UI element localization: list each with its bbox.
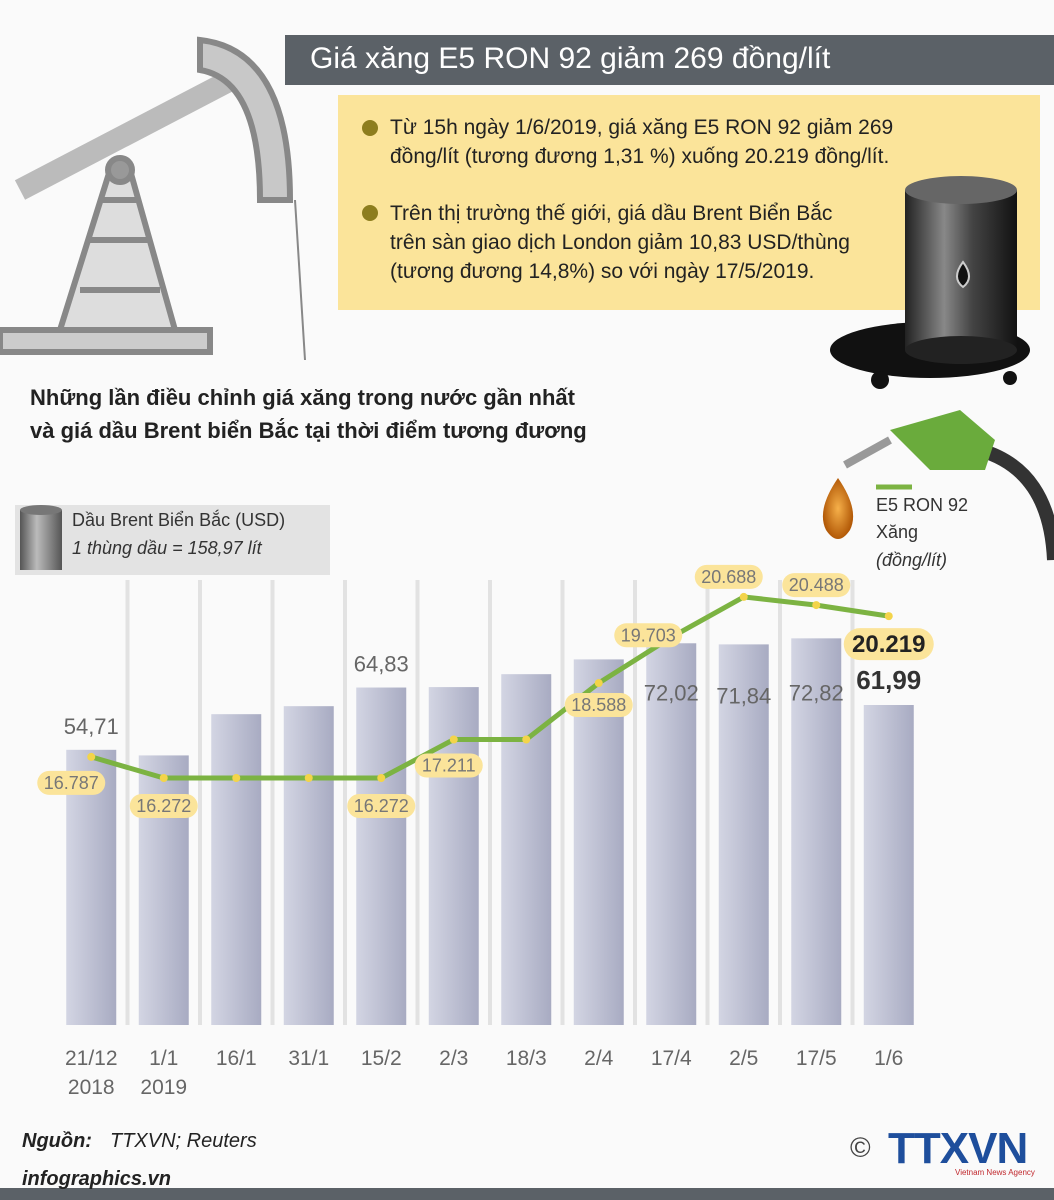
x-tick-label: 1/6	[874, 1047, 904, 1070]
x-tick-label: 2/3	[439, 1047, 469, 1070]
x-tick-label: 17/4	[650, 1047, 692, 1070]
x-tick-label: 18/3	[505, 1047, 547, 1070]
footer-bar	[0, 1188, 1054, 1200]
line-label: 20.219	[852, 631, 925, 658]
x-tick-label: 31/1	[288, 1047, 330, 1070]
line-label: 20.688	[701, 567, 756, 587]
fuel-nozzle	[822, 410, 1054, 561]
bar	[211, 714, 262, 1025]
point	[304, 774, 313, 783]
legend-note: (đồng/lít)	[876, 550, 948, 570]
point	[522, 735, 531, 744]
bar	[66, 749, 117, 1025]
x-tick-label: 15/2	[360, 1047, 402, 1070]
point	[449, 735, 458, 744]
bullet-dot	[362, 205, 378, 221]
chart-title: Những lần điều chỉnh giá xăng trong nước…	[30, 385, 575, 410]
line-label: 16.272	[136, 796, 191, 816]
point	[884, 612, 893, 621]
bullet-line: (tương đương 14,8%) so với ngày 17/5/201…	[390, 260, 815, 283]
label-box	[129, 794, 198, 819]
bar	[283, 706, 334, 1025]
chart-title: và giá dầu Brent biển Bắc tại thời điểm …	[30, 418, 587, 443]
legend-box	[15, 505, 330, 575]
copyright: ©	[850, 1132, 871, 1163]
legend-label: Dầu Brent Biển Bắc (USD)	[72, 510, 286, 530]
bar	[863, 705, 914, 1025]
bullet-line: đồng/lít (tương đương 1,31 %) xuống 20.2…	[390, 145, 890, 168]
logo-sub: Vietnam News Agency	[955, 1168, 1035, 1177]
x-tick-label: 16/1	[215, 1047, 257, 1070]
label-box	[564, 693, 633, 718]
bar	[356, 687, 407, 1025]
x-tick-label: 2/5	[729, 1047, 759, 1070]
legend-note: 1 thùng dầu = 158,97 lít	[72, 538, 262, 558]
site: infographics.vn	[22, 1168, 171, 1190]
label-box	[37, 770, 106, 795]
legend-label: E5 RON 92	[876, 495, 969, 515]
label-box	[614, 623, 683, 648]
legend-label: Xăng	[876, 522, 919, 542]
logo: TTXVN	[888, 1124, 1028, 1173]
bar	[646, 643, 697, 1025]
bar-label: 61,99	[856, 665, 921, 695]
oil-barrel	[830, 176, 1030, 389]
point	[377, 774, 386, 783]
line-label: 20.488	[789, 575, 844, 595]
label-box	[347, 794, 416, 819]
point	[87, 752, 96, 761]
bar	[501, 674, 552, 1025]
pump-jack	[0, 36, 306, 361]
label-box	[782, 573, 851, 598]
point	[812, 601, 821, 610]
label-box	[843, 628, 934, 661]
bar	[718, 644, 769, 1025]
bar-label: 72,02	[644, 680, 699, 705]
line-label: 16.272	[354, 796, 409, 816]
source-label: Nguồn:	[22, 1130, 92, 1152]
label-box	[694, 564, 763, 589]
line-label: 16.787	[44, 773, 99, 793]
point	[594, 679, 603, 688]
point	[232, 774, 241, 783]
label-box	[414, 753, 483, 778]
x-tick-label: 17/5	[795, 1047, 837, 1070]
source: TTXVN; Reuters	[110, 1130, 257, 1152]
bar	[573, 659, 624, 1025]
title: Giá xăng E5 RON 92 giảm 269 đồng/lít	[310, 42, 831, 75]
line-label: 18.588	[571, 695, 626, 715]
point	[739, 592, 748, 601]
x-tick-label: 21/12 2018	[64, 1047, 118, 1099]
bullet-line: Từ 15h ngày 1/6/2019, giá xăng E5 RON 92…	[390, 116, 894, 139]
line-label: 19.703	[621, 625, 676, 645]
bullet-line: trên sàn giao dịch London giảm 10,83 USD…	[390, 231, 850, 254]
bar-label: 64,83	[354, 652, 409, 677]
x-tick-label: 2/4	[584, 1047, 614, 1070]
legend-barrel	[20, 505, 62, 570]
bullet-dot	[362, 120, 378, 136]
x-tick-label: 1/1 2019	[140, 1047, 188, 1099]
line-label: 17.211	[422, 756, 476, 776]
bullet-line: Trên thị trường thế giới, giá dầu Brent …	[390, 202, 833, 225]
line	[90, 594, 890, 781]
bar-label: 54,71	[64, 714, 119, 739]
title-bar	[285, 35, 1054, 85]
point	[159, 774, 168, 783]
bar-label: 72,82	[789, 680, 844, 705]
bar	[791, 638, 842, 1025]
bar-label: 71,84	[716, 683, 771, 708]
